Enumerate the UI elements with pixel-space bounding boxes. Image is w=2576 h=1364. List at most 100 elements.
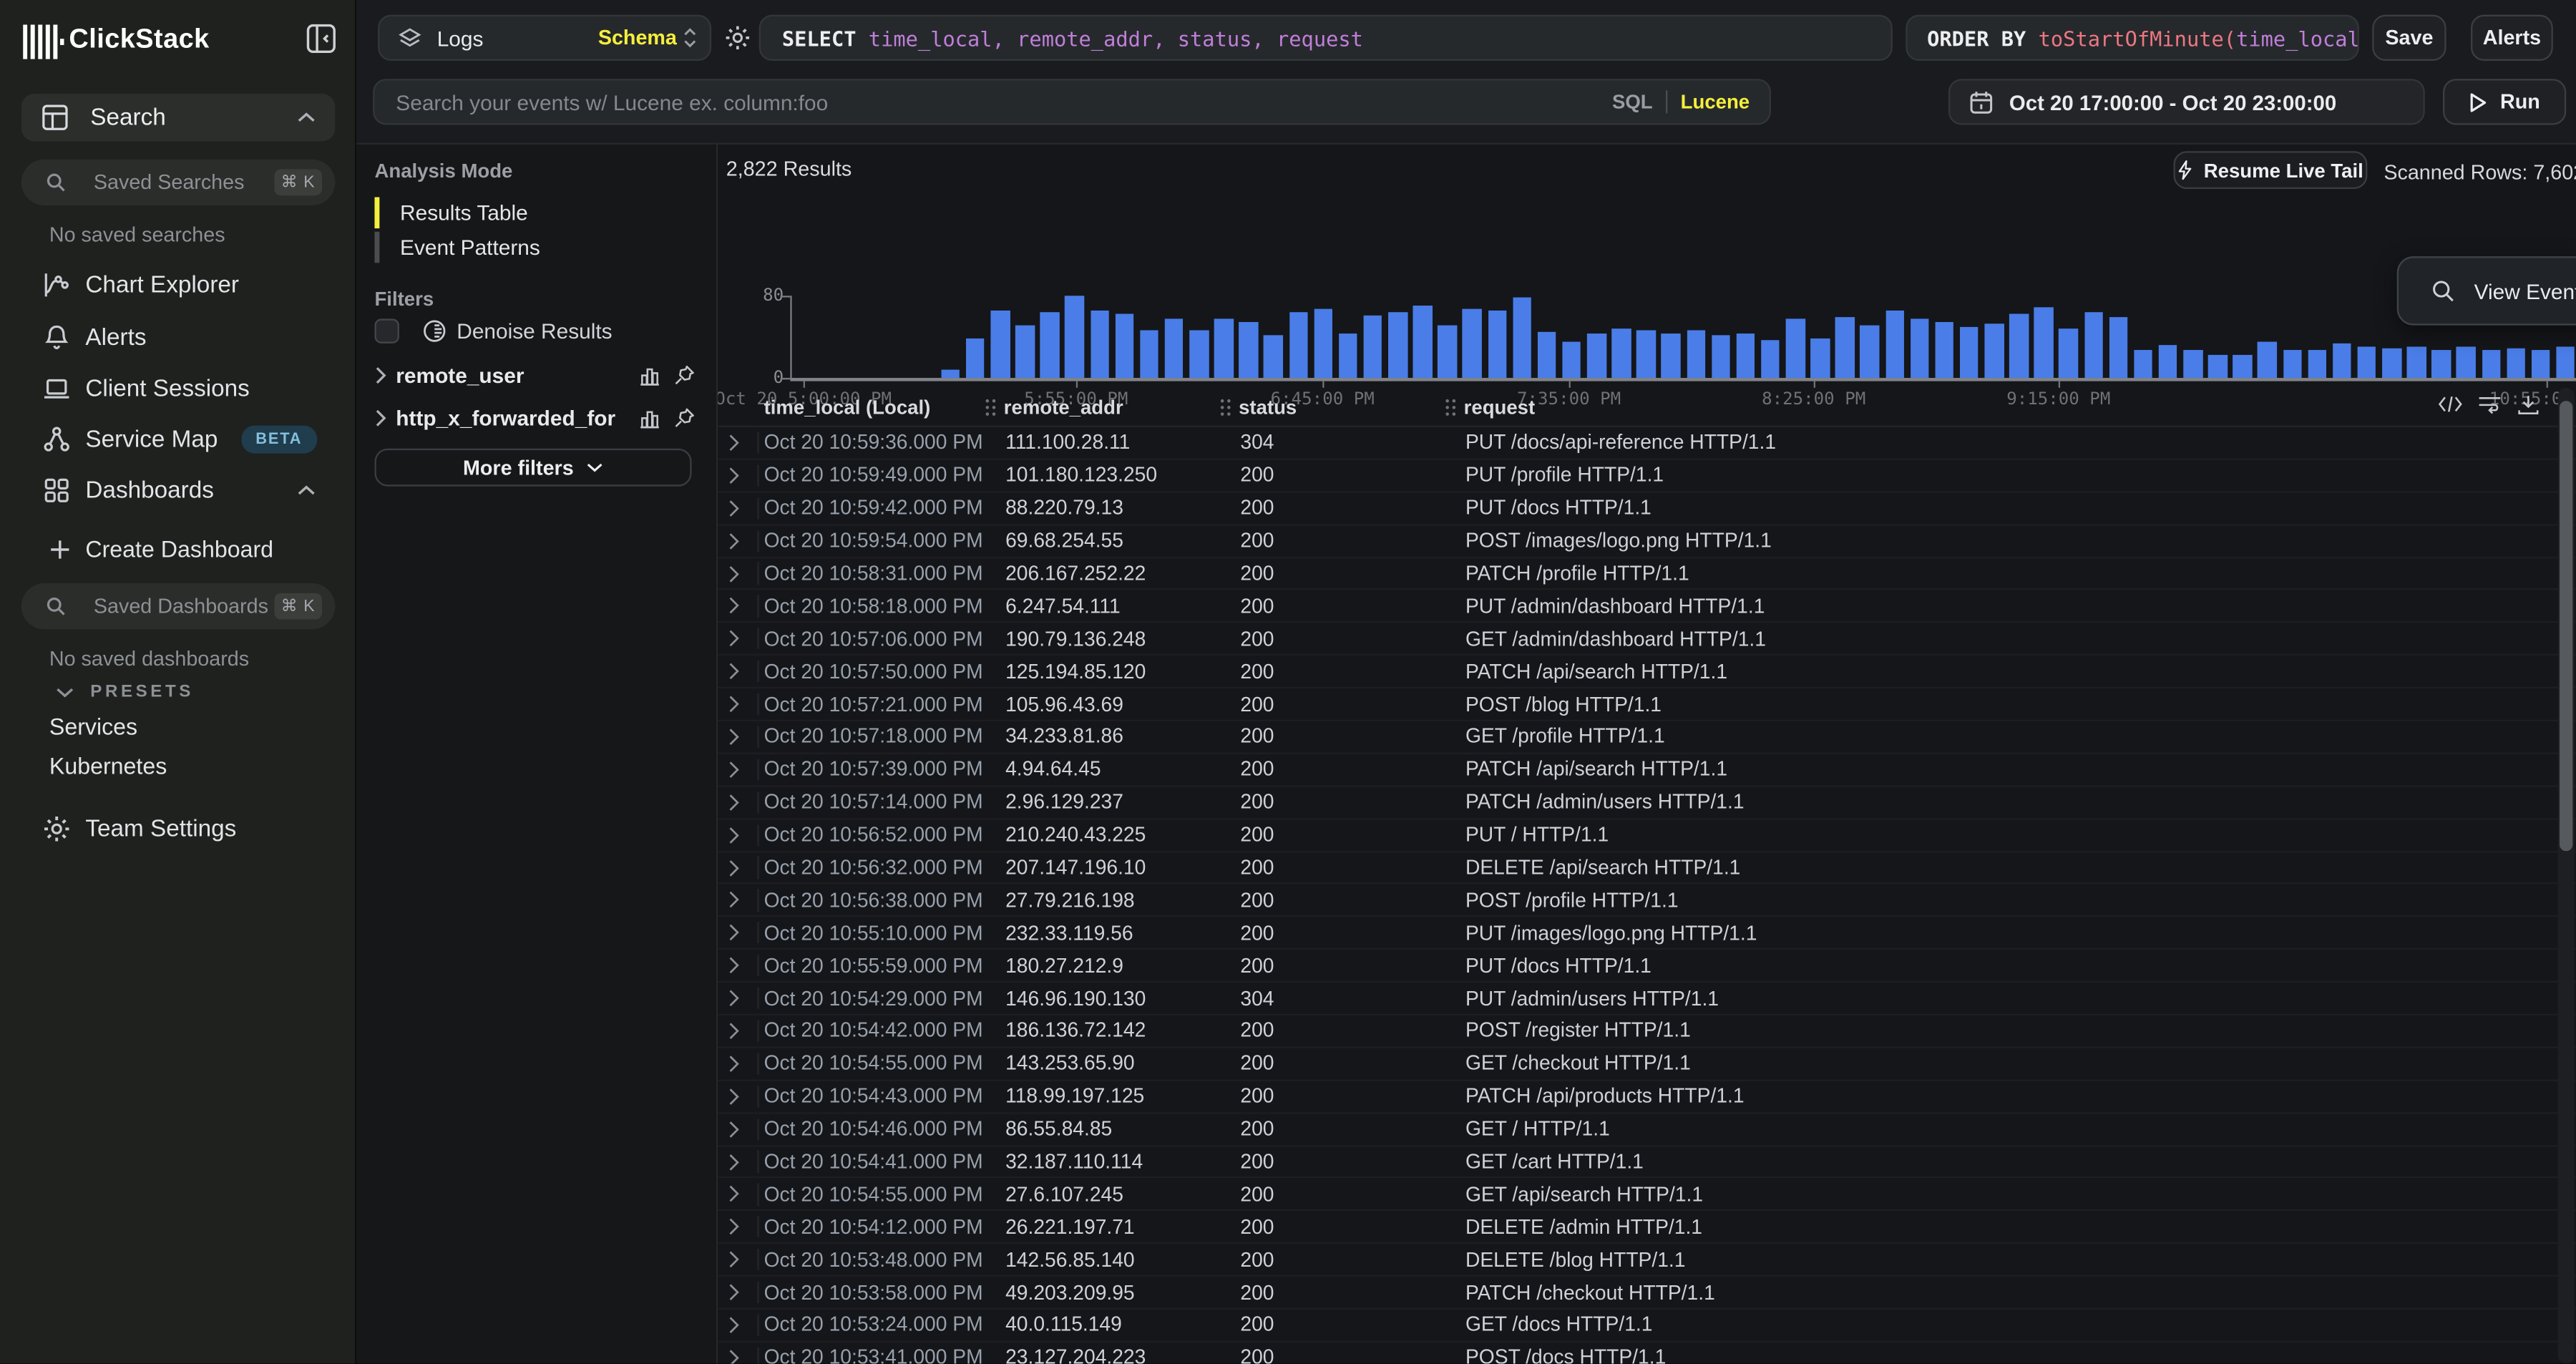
column-header-remote-addr[interactable]: remote_addr — [984, 395, 1240, 418]
filter-field-http-x-forwarded-for[interactable]: http_x_forwarded_for — [356, 401, 718, 434]
presets-toggle[interactable]: PRESETS — [56, 682, 194, 702]
source-settings-gear-icon[interactable] — [724, 24, 751, 51]
table-row[interactable]: Oct 20 10:54:41.000 PM32.187.110.114200G… — [718, 1146, 2576, 1179]
preset-item-kubernetes[interactable]: Kubernetes — [49, 753, 167, 779]
row-expand-icon[interactable] — [728, 1048, 764, 1079]
table-row[interactable]: Oct 20 10:59:54.000 PM69.68.254.55200POS… — [718, 525, 2576, 558]
sidebar-item-chart-explorer[interactable]: Chart Explorer — [0, 263, 356, 307]
time-range-picker[interactable]: Oct 20 17:00:00 - Oct 20 23:00:00 — [1948, 79, 2425, 125]
table-row[interactable]: Oct 20 10:55:10.000 PM232.33.119.56200PU… — [718, 917, 2576, 950]
row-expand-icon[interactable] — [728, 623, 764, 654]
drag-handle-icon[interactable] — [1219, 396, 1232, 416]
row-expand-icon[interactable] — [728, 1081, 764, 1111]
table-row[interactable]: Oct 20 10:54:29.000 PM146.96.190.130304P… — [718, 983, 2576, 1015]
source-select[interactable]: Logs Schema — [378, 15, 711, 61]
table-row[interactable]: Oct 20 10:54:42.000 PM186.136.72.142200P… — [718, 1015, 2576, 1048]
field-pin-icon[interactable] — [673, 364, 695, 386]
more-filters-button[interactable]: More filters — [374, 449, 691, 487]
row-expand-icon[interactable] — [728, 1343, 764, 1364]
sidebar-item-team-settings[interactable]: Team Settings — [0, 807, 356, 851]
table-row[interactable]: Oct 20 10:56:52.000 PM210.240.43.225200P… — [718, 819, 2576, 852]
sidebar-item-service-map[interactable]: Service Map BETA — [0, 417, 356, 462]
table-row[interactable]: Oct 20 10:55:59.000 PM180.27.212.9200PUT… — [718, 950, 2576, 983]
sidebar-item-client-sessions[interactable]: Client Sessions — [0, 366, 356, 411]
table-row[interactable]: Oct 20 10:53:41.000 PM23.127.204.223200P… — [718, 1343, 2576, 1364]
table-row[interactable]: Oct 20 10:57:50.000 PM125.194.85.120200P… — [718, 656, 2576, 689]
row-expand-icon[interactable] — [728, 819, 764, 850]
table-row[interactable]: Oct 20 10:54:46.000 PM86.55.84.85200GET … — [718, 1114, 2576, 1146]
download-icon[interactable] — [2517, 394, 2540, 416]
field-pin-icon[interactable] — [673, 406, 695, 428]
table-row[interactable]: Oct 20 10:57:18.000 PM34.233.81.86200GET… — [718, 721, 2576, 754]
table-row[interactable]: Oct 20 10:53:58.000 PM49.203.209.95200PA… — [718, 1277, 2576, 1310]
table-scrollbar-thumb[interactable] — [2560, 401, 2572, 851]
row-expand-icon[interactable] — [728, 688, 764, 719]
create-dashboard-button[interactable]: Create Dashboard — [0, 529, 356, 568]
table-row[interactable]: Oct 20 10:54:55.000 PM27.6.107.245200GET… — [718, 1179, 2576, 1212]
table-row[interactable]: Oct 20 10:59:42.000 PM88.220.79.13200PUT… — [718, 492, 2576, 525]
table-row[interactable]: Oct 20 10:58:31.000 PM206.167.252.22200P… — [718, 558, 2576, 591]
filter-field-remote-user[interactable]: remote_user — [356, 359, 718, 391]
denoise-checkbox[interactable] — [374, 318, 399, 343]
row-expand-icon[interactable] — [728, 1114, 764, 1144]
row-expand-icon[interactable] — [728, 1310, 764, 1340]
column-header-status[interactable]: status — [1219, 395, 1465, 418]
table-row[interactable]: Oct 20 10:53:48.000 PM142.56.85.140200DE… — [718, 1244, 2576, 1277]
sidebar-item-dashboards[interactable]: Dashboards — [0, 468, 356, 512]
row-expand-icon[interactable] — [728, 983, 764, 1013]
table-row[interactable]: Oct 20 10:54:43.000 PM118.99.197.125200P… — [718, 1081, 2576, 1114]
run-button[interactable]: Run — [2443, 79, 2566, 125]
row-expand-icon[interactable] — [728, 1212, 764, 1242]
table-row[interactable]: Oct 20 10:56:38.000 PM27.79.216.198200PO… — [718, 885, 2576, 917]
row-expand-icon[interactable] — [728, 656, 764, 687]
table-row[interactable]: Oct 20 10:57:21.000 PM105.96.43.69200POS… — [718, 688, 2576, 721]
row-expand-icon[interactable] — [728, 525, 764, 556]
alerts-button[interactable]: Alerts — [2471, 15, 2553, 61]
row-expand-icon[interactable] — [728, 852, 764, 883]
row-expand-icon[interactable] — [728, 721, 764, 752]
row-expand-icon[interactable] — [728, 754, 764, 785]
table-row[interactable]: Oct 20 10:59:49.000 PM101.180.123.250200… — [718, 460, 2576, 493]
preset-item-services[interactable]: Services — [49, 713, 137, 739]
row-expand-icon[interactable] — [728, 1146, 764, 1177]
mode-results-table[interactable]: Results Table — [374, 198, 527, 227]
field-chart-icon[interactable] — [639, 364, 660, 386]
row-expand-icon[interactable] — [728, 1015, 764, 1046]
row-expand-icon[interactable] — [728, 786, 764, 817]
field-chart-icon[interactable] — [639, 406, 660, 428]
sql-toggle[interactable]: SQL — [1612, 90, 1653, 113]
table-row[interactable]: Oct 20 10:57:14.000 PM2.96.129.237200PAT… — [718, 786, 2576, 819]
collapse-sidebar-icon[interactable] — [306, 23, 337, 54]
code-view-icon[interactable] — [2438, 394, 2462, 416]
wrap-lines-icon[interactable] — [2477, 394, 2502, 416]
table-row[interactable]: Oct 20 10:54:12.000 PM26.221.197.71200DE… — [718, 1212, 2576, 1244]
save-button[interactable]: Save — [2372, 15, 2446, 61]
row-expand-icon[interactable] — [728, 1179, 764, 1209]
table-row[interactable]: Oct 20 10:56:32.000 PM207.147.196.10200D… — [718, 852, 2576, 885]
row-expand-icon[interactable] — [728, 1277, 764, 1307]
resume-live-tail-button[interactable]: Resume Live Tail — [2173, 151, 2367, 189]
histogram-plot[interactable] — [792, 296, 2576, 378]
sidebar-item-alerts[interactable]: Alerts — [0, 316, 356, 360]
column-header-time-local[interactable]: time_local (Local) — [764, 395, 1005, 418]
row-expand-icon[interactable] — [728, 558, 764, 589]
drag-handle-icon[interactable] — [984, 396, 997, 416]
table-row[interactable]: Oct 20 10:57:39.000 PM4.94.64.45200PATCH… — [718, 754, 2576, 787]
lucene-toggle[interactable]: Lucene — [1681, 90, 1750, 113]
row-expand-icon[interactable] — [728, 1244, 764, 1275]
table-row[interactable]: Oct 20 10:58:18.000 PM6.247.54.111200PUT… — [718, 590, 2576, 623]
sidebar-item-search[interactable]: Search — [21, 94, 336, 142]
denoise-results-filter[interactable]: Denoise Results — [374, 318, 612, 343]
row-expand-icon[interactable] — [728, 950, 764, 981]
row-expand-icon[interactable] — [728, 917, 764, 948]
view-events-popup[interactable]: View Events — [2397, 256, 2576, 325]
table-row[interactable]: Oct 20 10:54:55.000 PM143.253.65.90200GE… — [718, 1048, 2576, 1081]
table-row[interactable]: Oct 20 10:53:24.000 PM40.0.115.149200GET… — [718, 1310, 2576, 1343]
event-search-input[interactable] — [374, 89, 1612, 114]
drag-handle-icon[interactable] — [1444, 396, 1457, 416]
row-expand-icon[interactable] — [728, 460, 764, 491]
row-expand-icon[interactable] — [728, 590, 764, 621]
row-expand-icon[interactable] — [728, 492, 764, 523]
row-expand-icon[interactable] — [728, 427, 764, 458]
select-clause-input[interactable]: SELECT time_local, remote_addr, status, … — [759, 15, 1893, 61]
